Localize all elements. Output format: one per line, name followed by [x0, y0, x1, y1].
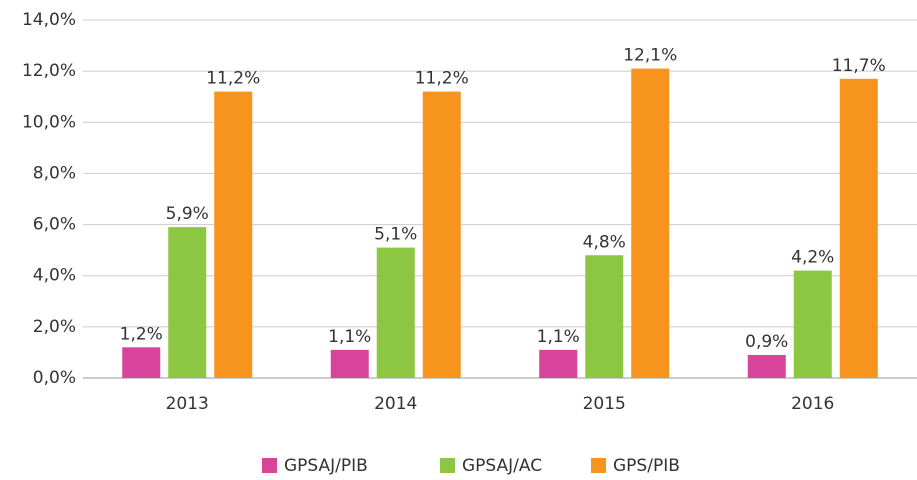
value-label: 1,1%: [537, 327, 580, 347]
value-label: 4,2%: [791, 248, 834, 268]
value-label: 5,9%: [166, 204, 209, 224]
value-label: 4,8%: [583, 232, 626, 252]
legend-swatch: [262, 458, 277, 473]
legend-swatch: [440, 458, 455, 473]
bar: [330, 349, 369, 378]
bar: [122, 347, 161, 378]
bar: [376, 247, 415, 378]
bar: [747, 354, 786, 378]
value-label: 0,9%: [745, 332, 788, 352]
bar: [168, 227, 207, 378]
value-label: 11,2%: [206, 69, 260, 89]
x-tick-label: 2013: [166, 394, 209, 414]
y-tick-label: 10,0%: [22, 112, 76, 132]
value-label: 12,1%: [623, 46, 677, 66]
y-tick-label: 2,0%: [33, 317, 76, 337]
bar: [631, 68, 670, 378]
bar: [422, 91, 461, 378]
bar: [793, 270, 832, 378]
value-label: 5,1%: [374, 225, 417, 245]
bar: [585, 255, 624, 378]
value-label: 11,7%: [832, 56, 886, 76]
bar: [839, 78, 878, 379]
legend-label: GPS/PIB: [613, 456, 680, 476]
x-tick-label: 2015: [583, 394, 626, 414]
value-label: 1,1%: [328, 327, 371, 347]
y-tick-label: 8,0%: [33, 163, 76, 183]
y-tick-label: 6,0%: [33, 215, 76, 235]
y-tick-label: 4,0%: [33, 266, 76, 286]
legend-label: GPSAJ/PIB: [284, 456, 368, 476]
value-label: 11,2%: [415, 69, 469, 89]
x-tick-label: 2016: [791, 394, 834, 414]
y-tick-label: 0,0%: [33, 368, 76, 388]
bar: [539, 349, 578, 378]
y-tick-label: 12,0%: [22, 61, 76, 81]
y-tick-label: 14,0%: [22, 10, 76, 30]
legend-label: GPSAJ/AC: [462, 456, 542, 476]
x-tick-label: 2014: [374, 394, 417, 414]
value-label: 1,2%: [120, 324, 163, 344]
legend-swatch: [591, 458, 606, 473]
bar: [214, 91, 253, 378]
